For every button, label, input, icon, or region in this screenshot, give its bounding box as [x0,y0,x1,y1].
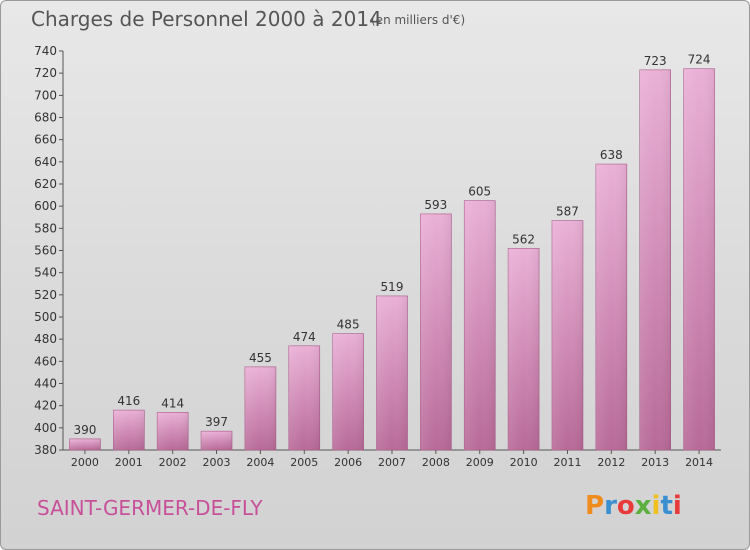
logo-letter: r [604,491,617,521]
x-tick-label: 2012 [597,456,625,469]
y-tick-label: 420 [34,399,57,413]
y-tick-label: 380 [34,443,57,457]
logo-letter: x [634,491,652,521]
x-tick-label: 2014 [685,456,713,469]
x-tick-label: 2010 [510,456,538,469]
x-tick-label: 2008 [422,456,450,469]
bar-shine [288,345,320,450]
commune-name: SAINT-GERMER-DE-FLY [37,496,263,520]
y-tick-label: 720 [34,66,57,80]
chart-subtitle: (en milliers d'€) [371,13,466,27]
axes-group: 380 400 420 440 460 480 500 520 540 560 580 600 620 6… [34,44,721,469]
bar-shine [639,69,671,450]
x-tick-label: 2013 [641,456,669,469]
data-label: 390 [73,423,96,437]
bar-shine [464,200,496,450]
x-tick-label: 2009 [466,456,494,469]
bar-shine [508,248,540,450]
y-tick-label: 560 [34,244,57,258]
data-label: 593 [424,198,447,212]
data-label: 562 [512,232,535,246]
y-tick-label: 460 [34,354,57,368]
y-tick-label: 480 [34,332,57,346]
bar-shine [201,431,233,450]
y-tick-label: 440 [34,377,57,391]
bar-shine [683,68,715,450]
bars-group [69,68,715,451]
y-tick-label: 620 [34,177,57,191]
data-label: 485 [337,318,360,332]
x-tick-label: 2011 [553,456,581,469]
y-tick-label: 400 [34,421,57,435]
data-label: 723 [644,54,667,68]
x-tick-label: 2005 [290,456,318,469]
y-tick-label: 540 [34,266,57,280]
data-label: 519 [381,280,404,294]
proxiti-logo: Proxiti [585,491,682,521]
logo-letter: i [672,491,682,521]
bar-shine [244,366,276,450]
logo-letter: i [651,491,661,521]
logo-letter: P [585,491,605,521]
data-label: 638 [600,148,623,162]
bar-shine [551,220,583,450]
data-label: 587 [556,205,579,219]
bar-shine [376,295,408,450]
y-tick-label: 640 [34,155,57,169]
data-label: 474 [293,330,316,344]
data-label: 414 [161,396,184,410]
data-label: 455 [249,351,272,365]
bar-shine [595,164,627,451]
data-label: 416 [117,394,140,408]
y-tick-label: 500 [34,310,57,324]
y-tick-label: 740 [34,44,57,58]
y-tick-label: 680 [34,111,57,125]
data-label: 397 [205,415,228,429]
logo-letter: t [660,491,673,521]
labels-group: 390 416 414 397 455 474 485 519 593 605 562 587 638 7… [73,53,710,437]
bar-shine [420,213,452,450]
x-tick-label: 2000 [71,456,99,469]
bar-shine [113,410,145,450]
chart-title: Charges de Personnel 2000 à 2014 [31,7,382,31]
x-tick-label: 2002 [159,456,187,469]
bar-shine [69,438,101,450]
y-tick-label: 700 [34,88,57,102]
data-label: 605 [468,185,491,199]
bar-shine [157,412,189,450]
x-tick-label: 2006 [334,456,362,469]
x-tick-label: 2001 [115,456,143,469]
y-tick-label: 520 [34,288,57,302]
bar-shine [332,333,364,450]
data-label: 724 [688,53,711,67]
x-tick-label: 2003 [203,456,231,469]
logo-letter: o [616,491,635,521]
y-tick-label: 600 [34,199,57,213]
x-tick-label: 2007 [378,456,406,469]
y-tick-label: 660 [34,133,57,147]
y-tick-label: 580 [34,221,57,235]
x-tick-label: 2004 [246,456,274,469]
